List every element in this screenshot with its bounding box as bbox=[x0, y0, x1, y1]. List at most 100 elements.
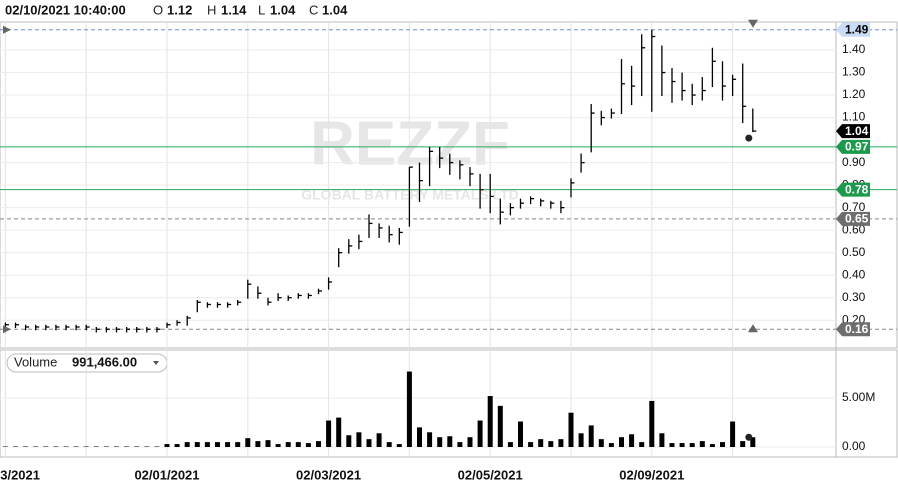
volume-bar bbox=[396, 444, 402, 447]
volume-bar bbox=[619, 437, 624, 447]
volume-bar bbox=[174, 444, 180, 447]
volume-panel bbox=[0, 349, 898, 458]
volume-bar bbox=[235, 442, 241, 447]
volume-bar bbox=[376, 433, 382, 447]
volume-bar bbox=[316, 441, 321, 447]
volume-bar bbox=[204, 442, 210, 447]
volume-bar bbox=[659, 433, 665, 447]
level-tag bbox=[836, 124, 870, 139]
y-tick-label: 0.70 bbox=[842, 200, 866, 214]
volume-current: 991,466.00 bbox=[72, 354, 137, 369]
volume-bar bbox=[487, 396, 493, 447]
volume-bar bbox=[447, 436, 453, 447]
plot-layer: 3/2021 02/01/2021 02/03/2021 02/05/2021 02/0… bbox=[0, 19, 897, 482]
level-tag bbox=[836, 322, 870, 337]
volume-bar bbox=[437, 437, 443, 447]
y-tick-label: 1.30 bbox=[842, 65, 866, 79]
volume-bar bbox=[709, 444, 715, 447]
y-tick-label: 0.50 bbox=[842, 245, 866, 259]
volume-bar bbox=[346, 435, 352, 447]
volume-bar bbox=[164, 444, 170, 447]
level-label: 0.78 bbox=[845, 182, 869, 196]
y-tick-label: 5.00M bbox=[842, 390, 875, 404]
y-tick-label: 0.00 bbox=[842, 439, 866, 453]
volume-bar bbox=[497, 405, 503, 447]
level-label: 0.65 bbox=[845, 212, 869, 226]
volume-bar bbox=[689, 443, 695, 447]
volume-bar bbox=[366, 439, 372, 447]
volume-bar bbox=[215, 442, 220, 447]
y-tick-label: 0.30 bbox=[842, 290, 866, 304]
level-tag bbox=[836, 22, 870, 37]
volume-bar bbox=[285, 442, 291, 447]
header-datetime: 02/10/2021 10:40:00 bbox=[5, 2, 126, 17]
dropdown-arrow bbox=[153, 361, 159, 365]
y-tick-label: 1.40 bbox=[842, 42, 866, 56]
level-tag bbox=[836, 182, 870, 197]
volume-bar bbox=[598, 439, 604, 447]
x-tick-label: 3/2021 bbox=[0, 467, 40, 482]
header-low-label: L bbox=[258, 2, 265, 17]
volume-bar bbox=[608, 443, 614, 447]
y-tick-label: 1.10 bbox=[842, 110, 866, 124]
y-tick-label: 0.90 bbox=[842, 155, 866, 169]
last-close-dot bbox=[745, 134, 753, 142]
level-label: 0.16 bbox=[845, 322, 869, 336]
x-tick-label: 02/01/2021 bbox=[134, 467, 199, 482]
volume-bar bbox=[265, 440, 271, 447]
marker bbox=[748, 19, 758, 28]
level-label: 0.97 bbox=[845, 140, 869, 154]
volume-bar bbox=[326, 420, 332, 447]
volume-bar bbox=[528, 442, 534, 447]
volume-bar bbox=[730, 421, 736, 447]
header-open-label: O bbox=[153, 2, 163, 17]
volume-bar bbox=[356, 432, 362, 447]
volume-bar bbox=[699, 441, 705, 447]
volume-bar bbox=[750, 437, 756, 447]
header-close: 1.04 bbox=[322, 2, 348, 17]
volume-bar bbox=[184, 442, 190, 447]
header-high-label: H bbox=[207, 2, 216, 17]
volume-bar bbox=[467, 437, 473, 447]
x-tick-label: 02/05/2021 bbox=[458, 467, 523, 482]
level-tag bbox=[836, 139, 870, 154]
volume-bar bbox=[406, 371, 412, 447]
volume-bar bbox=[336, 417, 342, 447]
volume-bar bbox=[558, 439, 564, 447]
volume-bar bbox=[305, 443, 311, 447]
volume-bar bbox=[275, 444, 281, 447]
volume-bar bbox=[225, 442, 231, 447]
marker bbox=[748, 324, 758, 333]
header-low: 1.04 bbox=[270, 2, 296, 17]
volume-bar bbox=[639, 442, 645, 447]
level-label: 1.49 bbox=[845, 22, 869, 36]
header-open: 1.12 bbox=[167, 2, 192, 17]
volume-bar bbox=[386, 442, 392, 447]
volume-bar bbox=[427, 432, 433, 447]
level-tag bbox=[836, 211, 870, 226]
marker bbox=[3, 325, 11, 334]
y-tick-label: 0.40 bbox=[842, 267, 866, 281]
volume-bar bbox=[477, 420, 483, 447]
y-tick-label: 1.20 bbox=[842, 87, 866, 101]
volume-bar bbox=[568, 412, 574, 447]
level-label: 1.04 bbox=[845, 124, 869, 138]
volume-bar bbox=[194, 442, 200, 447]
volume-bar bbox=[457, 442, 463, 447]
volume-bar bbox=[538, 439, 544, 447]
volume-bar bbox=[629, 434, 635, 447]
volume-bar bbox=[578, 433, 584, 447]
volume-bar bbox=[679, 443, 685, 447]
volume-bar bbox=[720, 442, 725, 447]
volume-bar bbox=[649, 400, 655, 447]
header-close-label: C bbox=[309, 2, 318, 17]
header-high: 1.14 bbox=[221, 2, 247, 17]
volume-bar bbox=[669, 443, 675, 447]
volume-bar bbox=[295, 442, 301, 447]
volume-bar bbox=[507, 442, 513, 447]
current-volume-dot bbox=[745, 433, 753, 441]
volume-title: Volume bbox=[14, 354, 57, 369]
volume-bar bbox=[548, 441, 554, 447]
volume-bar bbox=[740, 441, 746, 447]
x-tick-label: 02/09/2021 bbox=[619, 467, 684, 482]
